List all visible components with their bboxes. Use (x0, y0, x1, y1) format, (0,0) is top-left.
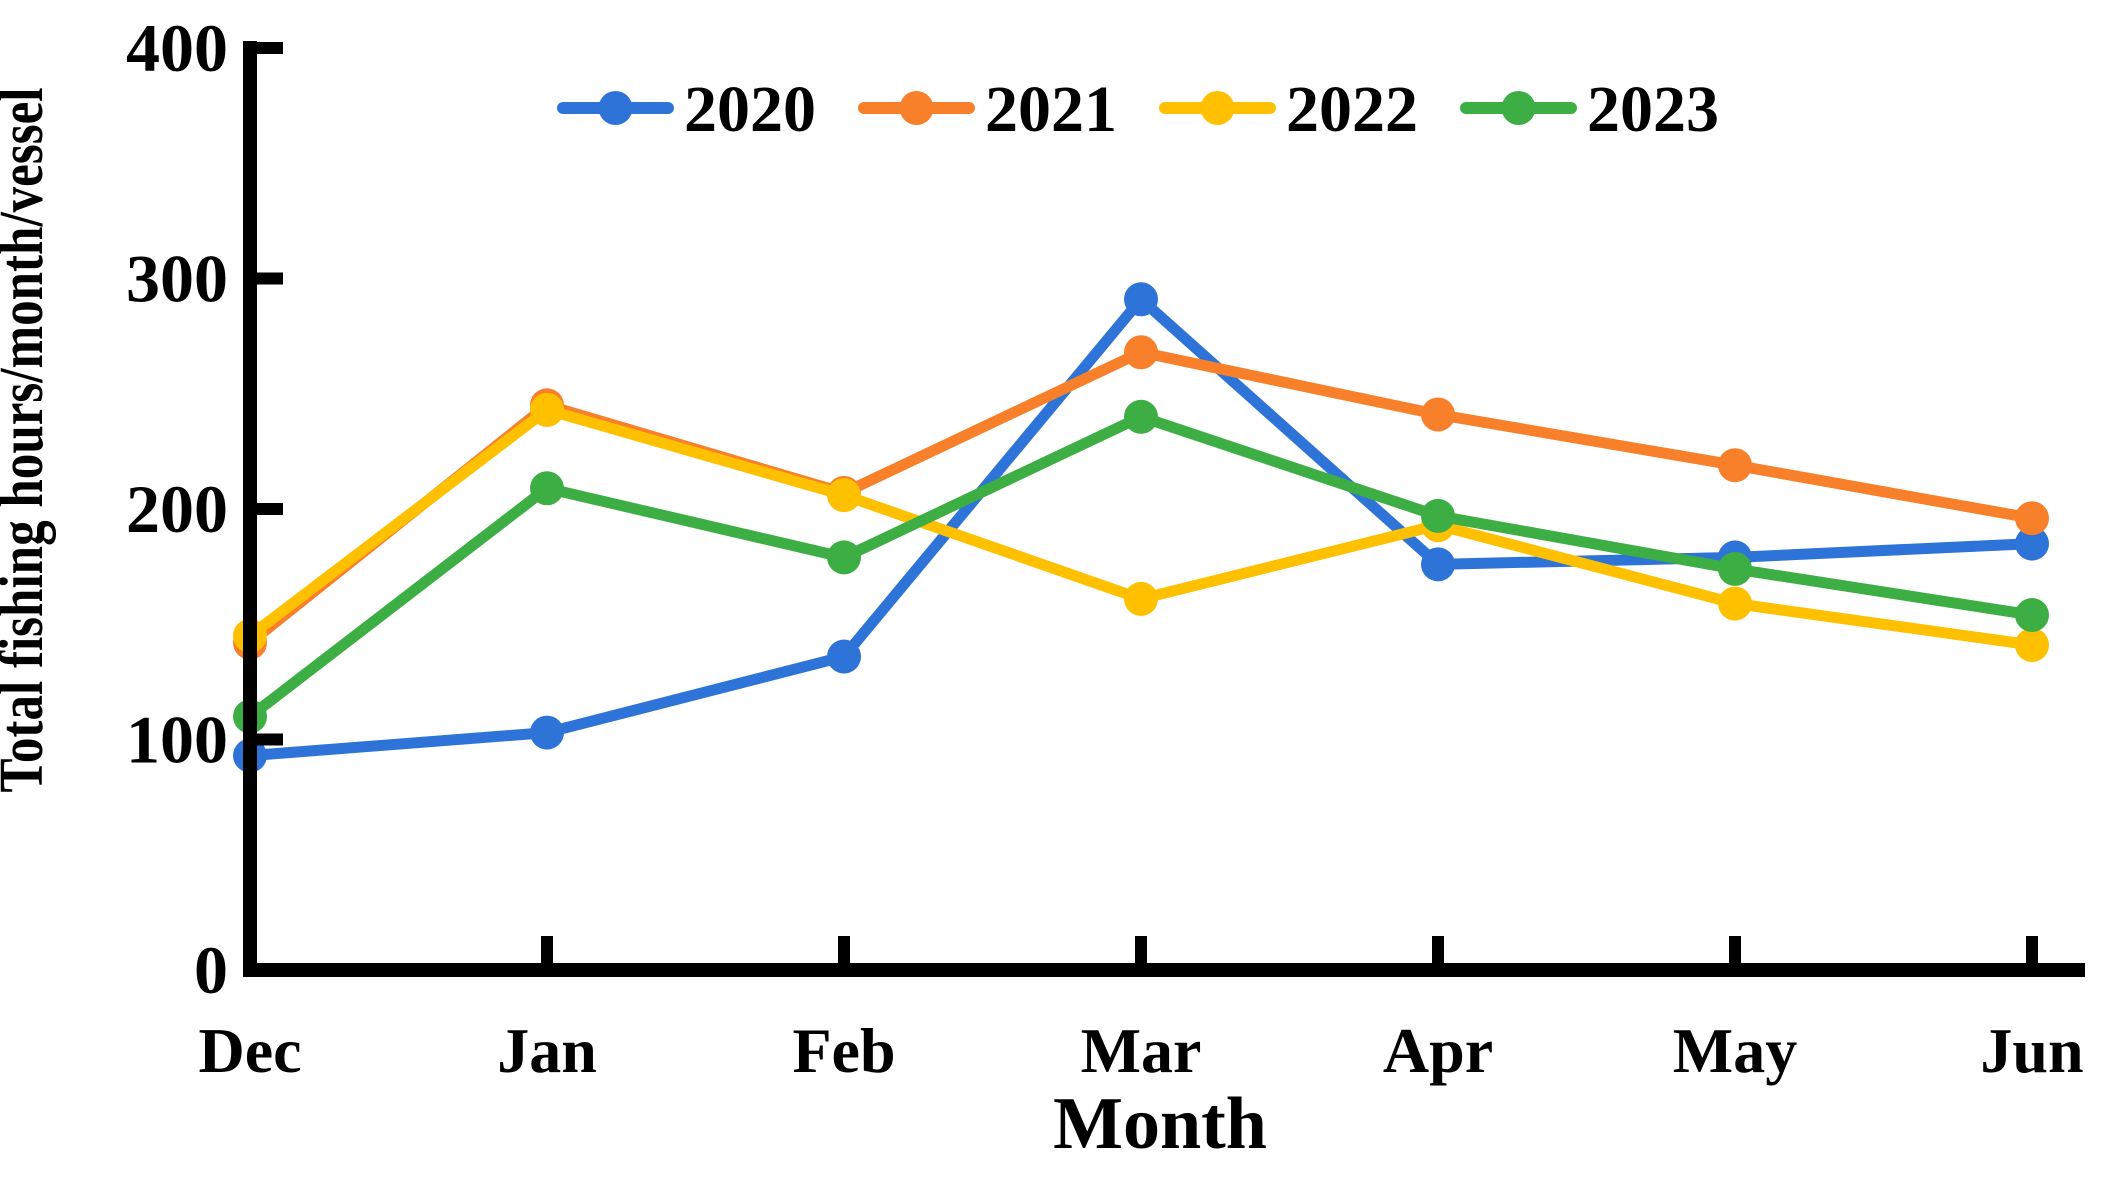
series-marker-2020-Apr (1421, 547, 1455, 582)
series-marker-2021-May (1718, 448, 1752, 483)
series-marker-2023-Jan (530, 471, 564, 506)
legend-label-2023: 2023 (1587, 73, 1719, 146)
legend-item-2023: 2023 (1460, 73, 1719, 146)
y-tick-label-400: 400 (126, 10, 228, 86)
series-marker-2023-Feb (827, 540, 861, 575)
legend-marker-2020 (598, 91, 633, 125)
legend-label-2022: 2022 (1286, 73, 1418, 146)
series-marker-2021-Mar (1124, 335, 1158, 370)
axes-group: 0 100 200 300 400 Dec Jan Feb Mar Apr May Jun (126, 10, 2085, 1086)
series-marker-2023-Mar (1124, 399, 1158, 434)
series-marker-2023-May (1718, 551, 1752, 586)
y-tick-label-200: 200 (126, 471, 228, 547)
legend-item-2021: 2021 (858, 73, 1117, 146)
x-tick-label-May: May (1673, 1015, 1797, 1086)
legend-marker-2022 (1200, 91, 1235, 125)
y-tick-label-100: 100 (126, 702, 228, 778)
x-tick-label-Dec: Dec (198, 1015, 301, 1086)
series-marker-2020-Mar (1124, 282, 1158, 317)
x-tick-label-Apr: Apr (1383, 1015, 1493, 1086)
series-marker-2022-May (1718, 586, 1752, 621)
legend-marker-2021 (899, 91, 934, 125)
x-tick-label-Mar: Mar (1081, 1015, 1202, 1086)
series-marker-2023-Apr (1421, 498, 1455, 533)
y-axis-title: Total fishing hours/month/vessel (0, 88, 56, 793)
series-marker-2022-Mar (1124, 581, 1158, 616)
series-marker-2022-Jan (530, 392, 564, 427)
series-line-2023 (244, 411, 2038, 722)
series-group (233, 282, 2049, 773)
legend-label-2020: 2020 (684, 73, 816, 146)
x-axis-title: Month (1053, 1083, 1267, 1165)
legend-marker-2023 (1501, 91, 1536, 125)
series-marker-2020-Jun (2015, 526, 2049, 561)
series-marker-2023-Jun (2015, 598, 2049, 633)
series-marker-2022-Feb (827, 478, 861, 513)
y-tick-label-0: 0 (194, 932, 228, 1008)
series-marker-2020-Feb (827, 639, 861, 674)
x-tick-label-Feb: Feb (792, 1015, 895, 1086)
series-marker-2020-Jan (530, 715, 564, 750)
legend-label-2021: 2021 (985, 73, 1117, 146)
legend-item-2022: 2022 (1159, 73, 1418, 146)
series-marker-2021-Apr (1421, 397, 1455, 432)
axis-lines (243, 41, 2085, 977)
series-marker-2022-Jun (2015, 627, 2049, 662)
legend-group: 2020 2021 2022 2023 (557, 73, 1719, 146)
x-tick-label-Jan: Jan (497, 1015, 597, 1086)
series-marker-2021-Jun (2015, 501, 2049, 536)
y-tick-label-300: 300 (126, 241, 228, 317)
x-tick-label-Jun: Jun (1980, 1015, 2083, 1086)
legend-item-2020: 2020 (557, 73, 816, 146)
